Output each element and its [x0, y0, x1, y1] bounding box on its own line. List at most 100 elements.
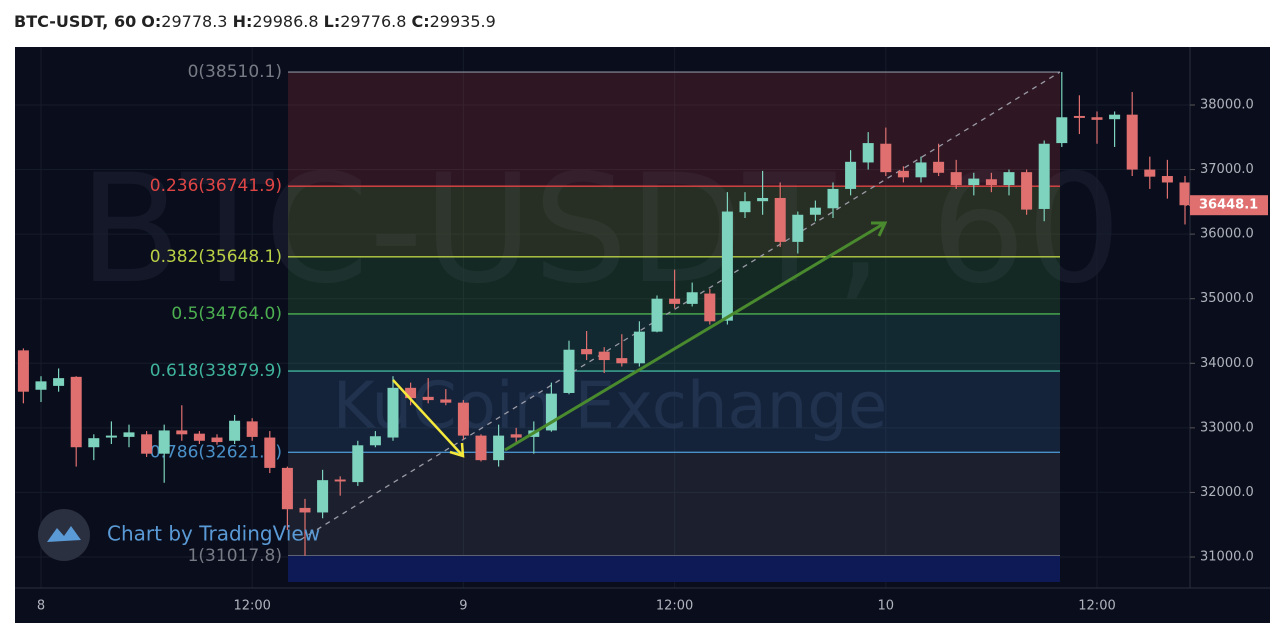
x-tick-label: 9 — [459, 599, 467, 614]
y-tick-label: 38000.0 — [1200, 97, 1254, 112]
legend-header: BTC-USDT, 60 O:29778.3 H:29986.8 L:29776… — [14, 12, 496, 31]
candle-body — [475, 435, 487, 461]
candle-body — [141, 434, 153, 454]
fib-label: 0.786(32621.1) — [150, 442, 282, 462]
candle-body — [105, 435, 117, 438]
last-price-label: 36448.1 — [1199, 198, 1258, 213]
arrow-head — [871, 221, 888, 237]
candle-body — [457, 402, 469, 436]
candle-body — [1038, 143, 1050, 209]
ohlc-value: 29778.3 — [161, 12, 228, 31]
candle-body — [598, 351, 610, 361]
fib-label: 0.236(36741.9) — [150, 176, 282, 196]
candle-body — [123, 432, 135, 437]
candle-body — [246, 421, 258, 437]
fib-label: 0(38510.1) — [188, 62, 282, 82]
candle-body — [739, 201, 751, 213]
ohlc-value: 29986.8 — [252, 12, 319, 31]
candle-body — [264, 437, 276, 468]
ohlc: O:29778.3 H:29986.8 L:29776.8 C:29935.9 — [141, 12, 496, 31]
candle-body — [17, 350, 29, 392]
candle-body — [950, 172, 962, 186]
candle-body — [53, 378, 65, 386]
y-tick-label: 32000.0 — [1200, 485, 1254, 500]
candle-body — [985, 179, 997, 186]
fib-label: 0.5(34764.0) — [171, 304, 282, 324]
tv-logo[interactable] — [38, 509, 90, 561]
y-tick-label: 34000.0 — [1200, 356, 1254, 371]
x-tick-label: 12:00 — [1078, 599, 1115, 614]
candle-body — [862, 143, 874, 163]
candle-body — [405, 387, 417, 399]
candle-body — [616, 358, 628, 364]
x-tick-label: 10 — [878, 599, 895, 614]
candle-body — [686, 292, 698, 304]
candle-body — [827, 188, 839, 209]
candle-body — [70, 376, 82, 448]
fib-label: 0.618(33879.9) — [150, 361, 282, 381]
candle-body — [510, 434, 522, 438]
arrow — [504, 221, 886, 452]
candle-body — [897, 170, 909, 178]
candle-body — [1021, 172, 1033, 210]
candle-body — [757, 197, 769, 202]
candle-body — [387, 387, 399, 438]
fib-band — [288, 313, 1060, 372]
candle-body — [704, 293, 716, 322]
candle-body — [193, 433, 205, 441]
candle-body — [933, 161, 945, 173]
candle-body — [281, 467, 293, 510]
candle-body — [669, 298, 681, 304]
candle-body — [352, 445, 364, 483]
candle-body — [158, 430, 170, 454]
candle-body — [211, 437, 223, 443]
candle-body — [968, 178, 980, 186]
candle-body — [334, 479, 346, 482]
ohlc-value: 29776.8 — [340, 12, 407, 31]
candle-body — [317, 480, 329, 513]
arrow — [392, 379, 464, 457]
candle-body — [774, 197, 786, 242]
ohlc-label: L: — [323, 12, 341, 31]
candle-body — [440, 399, 452, 403]
candle-body — [1109, 114, 1121, 120]
candle-body — [633, 331, 645, 364]
fib-band — [288, 452, 1060, 556]
candle-body — [581, 349, 593, 355]
fib-band — [288, 72, 1060, 187]
candle-body — [563, 349, 575, 393]
candle-body — [792, 214, 804, 242]
candle-body — [651, 298, 663, 332]
x-tick-label: 12:00 — [233, 599, 270, 614]
last-price-tag — [1190, 195, 1268, 216]
candle-body — [915, 162, 927, 178]
candle-body — [229, 420, 241, 441]
trend-line — [299, 71, 1061, 541]
y-tick-label: 37000.0 — [1200, 162, 1254, 177]
tv-logo-icon — [47, 526, 81, 542]
watermark-exchange: KuCoin Exchange — [333, 370, 888, 444]
y-tick-label: 36000.0 — [1200, 227, 1254, 242]
candle-body — [1056, 117, 1068, 144]
candle-body — [1126, 114, 1138, 170]
candle-body — [299, 507, 311, 513]
candle-body — [1161, 176, 1173, 183]
candle-body — [1179, 182, 1191, 206]
candle-body — [422, 396, 434, 401]
credit[interactable]: Chart by TradingView — [107, 522, 320, 546]
candle-body — [88, 438, 100, 448]
fib-label: 0.382(35648.1) — [150, 247, 282, 267]
arrow-head — [449, 442, 465, 458]
candle-body — [1144, 169, 1156, 177]
candle-body — [1003, 172, 1015, 186]
candle-body — [35, 381, 47, 390]
candles — [17, 72, 1191, 556]
x-tick-label: 12:00 — [656, 599, 693, 614]
candle-body — [845, 161, 857, 189]
candle-body — [880, 143, 892, 173]
candle-body — [176, 430, 188, 435]
fib-band — [288, 186, 1060, 257]
watermark-symbol: BTC-USDT, 60 — [79, 143, 1122, 317]
